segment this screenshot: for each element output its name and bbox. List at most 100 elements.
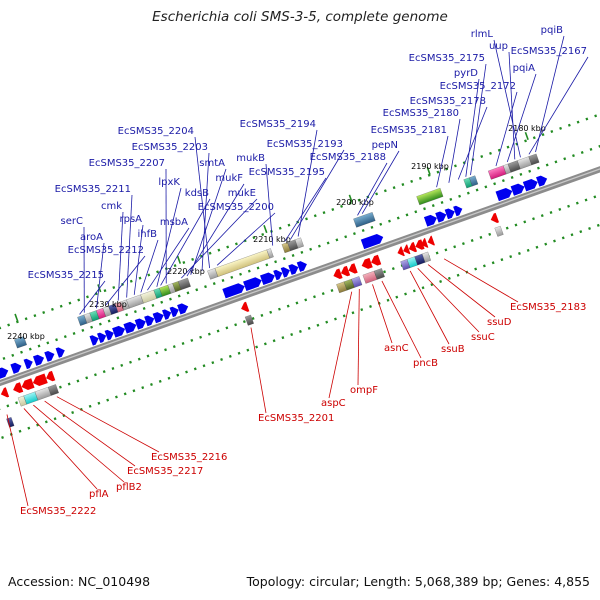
guide-dot (72, 331, 76, 335)
guide-dot (207, 332, 211, 336)
guide-dot (456, 273, 460, 277)
gene-label-forward: cmk (101, 201, 122, 212)
reverse-gene-arrow (403, 244, 411, 255)
gene-label-forward: lpxK (158, 177, 180, 188)
gene-label-forward: EcSMS35_2178 (410, 96, 486, 107)
guide-dot (182, 261, 186, 265)
leader-line (250, 327, 267, 414)
guide-dot (239, 272, 242, 276)
guide-dot (375, 192, 379, 196)
kbp-tick-mark (348, 194, 353, 203)
reverse-gene-box (244, 314, 254, 326)
guide-dot (491, 261, 495, 265)
gene-label-forward: EcSMS35_2194 (240, 119, 316, 130)
guide-dot (561, 236, 565, 240)
forward-gene-arrow (0, 367, 9, 380)
gene-label-forward: EcSMS35_2188 (310, 152, 386, 163)
forward-gene-arrow (10, 362, 22, 374)
guide-dot (412, 289, 416, 293)
forward-gene-arrow (423, 214, 437, 227)
leader-line (495, 91, 518, 167)
guide-dot (18, 429, 22, 433)
gene-label-forward: EcSMS35_2180 (383, 108, 459, 119)
guide-dot (334, 317, 337, 321)
forward-gene-arrow (144, 315, 155, 327)
guide-dot (278, 226, 282, 230)
gene-label-forward: EcSMS35_2193 (267, 139, 343, 150)
gene-label-forward: EcSMS35_2181 (371, 125, 447, 136)
guide-dot (46, 341, 50, 345)
guide-dot (0, 407, 1, 411)
forward-gene-arrow (288, 264, 299, 275)
guide-dot (256, 266, 260, 270)
forward-gene-arrow (495, 187, 513, 202)
guide-dot (589, 147, 593, 151)
leader-line (528, 56, 589, 155)
guide-dot (307, 326, 311, 330)
guide-dot (524, 139, 527, 143)
leader-line (290, 149, 345, 240)
guide-dot (563, 157, 567, 161)
guide-dot (1, 436, 4, 440)
guide-dot (114, 395, 118, 399)
guide-dot (361, 229, 365, 233)
guide-dot (470, 239, 474, 243)
guide-dot (544, 242, 548, 246)
guide-dot (526, 248, 530, 252)
forward-gene-arrow (536, 175, 548, 187)
forward-gene-arrow (169, 306, 179, 318)
forward-gene-box (488, 165, 507, 180)
leader-line (147, 227, 190, 291)
guide-dot (137, 357, 141, 361)
guide-dot (505, 226, 509, 230)
reverse-gene-arrow (397, 246, 405, 257)
guide-dot (344, 235, 348, 239)
guide-dot (272, 339, 276, 343)
guide-dot (120, 363, 124, 367)
reverse-gene-arrow (241, 301, 250, 312)
guide-dot (423, 207, 426, 211)
guide-dot (449, 197, 453, 201)
guide-dot (123, 392, 127, 396)
guide-dot (212, 282, 216, 286)
gene-label-forward: pyrD (454, 68, 478, 79)
gene-label-forward: EcSMS35_2175 (409, 53, 485, 64)
guide-dot (221, 278, 225, 282)
guide-dot (290, 333, 294, 337)
guide-dot (211, 361, 215, 365)
guide-dot (501, 179, 505, 183)
reverse-gene-arrow (0, 387, 10, 398)
leader-line (448, 118, 461, 183)
guide-dot (181, 342, 185, 346)
guide-dot (160, 300, 164, 304)
map-title: Escherichia coli SMS-3-5, complete genom… (152, 9, 448, 25)
guide-dot (305, 217, 308, 221)
guide-dot (286, 304, 290, 308)
leader-line (117, 211, 124, 301)
gene-label-reverse: asnC (384, 343, 409, 354)
guide-dot (453, 245, 457, 249)
guide-dot (535, 245, 539, 249)
guide-dot (53, 417, 57, 421)
guide-dot (67, 382, 71, 386)
guide-dot (439, 280, 443, 284)
guide-dot (392, 186, 396, 190)
leader-line (372, 284, 393, 344)
guide-dot (281, 336, 285, 340)
guide-dot (132, 389, 136, 393)
guide-dot (300, 250, 304, 254)
leader-line (201, 152, 210, 271)
guide-dot (107, 319, 111, 323)
guide-dot (488, 232, 492, 236)
guide-dot (28, 347, 32, 351)
guide-dot (479, 235, 483, 239)
guide-dot (584, 198, 588, 202)
reverse-gene-arrow (371, 254, 382, 266)
guide-dot (580, 151, 584, 155)
guide-dot (391, 267, 395, 271)
reverse-gene-box (422, 251, 431, 263)
guide-dot (436, 170, 440, 174)
guide-dot (386, 298, 390, 302)
reverse-gene-arrow (415, 239, 425, 250)
guide-dot (309, 247, 313, 251)
